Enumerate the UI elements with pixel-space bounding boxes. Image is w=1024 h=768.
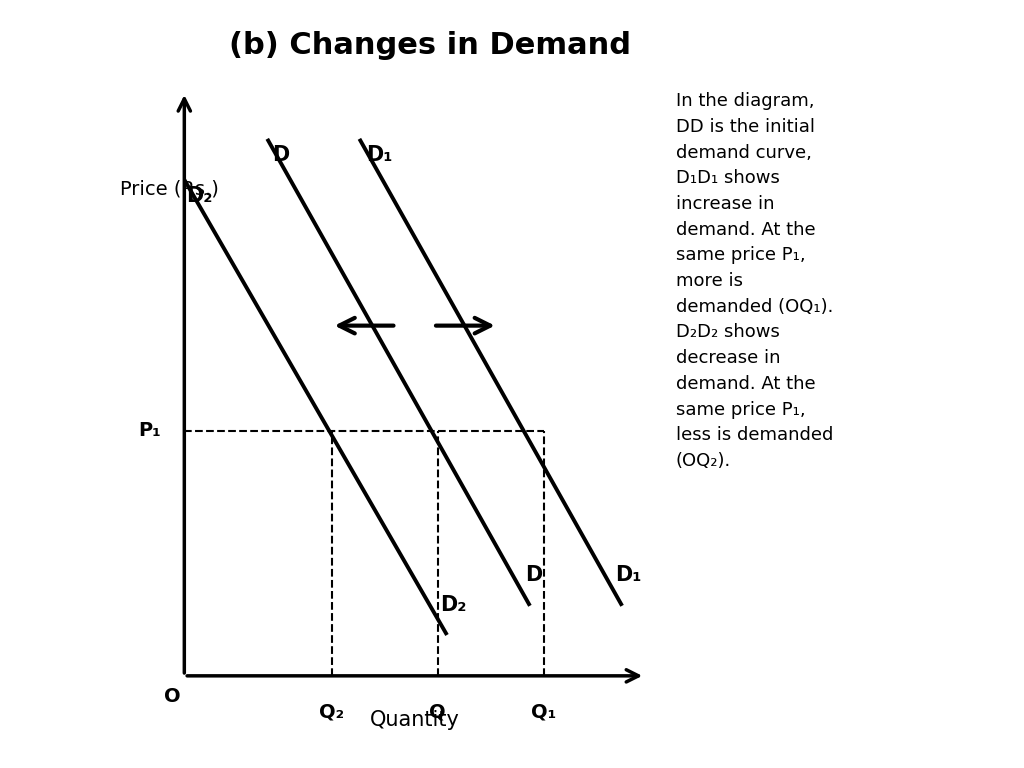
Text: (b) Changes in Demand: (b) Changes in Demand xyxy=(229,31,631,60)
Text: Q: Q xyxy=(429,702,446,721)
Text: D₁: D₁ xyxy=(615,565,642,585)
Text: Q₂: Q₂ xyxy=(319,702,344,721)
Text: Quantity: Quantity xyxy=(370,710,460,730)
Text: O: O xyxy=(165,687,181,706)
Text: Q₁: Q₁ xyxy=(531,702,556,721)
Text: D: D xyxy=(525,565,543,585)
Text: Price (Rs.): Price (Rs.) xyxy=(120,180,219,199)
Text: In the diagram,
DD is the initial
demand curve,
D₁D₁ shows
increase in
demand. A: In the diagram, DD is the initial demand… xyxy=(676,92,834,470)
Text: D₁: D₁ xyxy=(367,144,393,164)
Text: D₂: D₂ xyxy=(440,594,467,614)
Text: D: D xyxy=(272,144,289,164)
Text: P₁: P₁ xyxy=(138,421,162,440)
Text: D₂: D₂ xyxy=(186,186,213,206)
